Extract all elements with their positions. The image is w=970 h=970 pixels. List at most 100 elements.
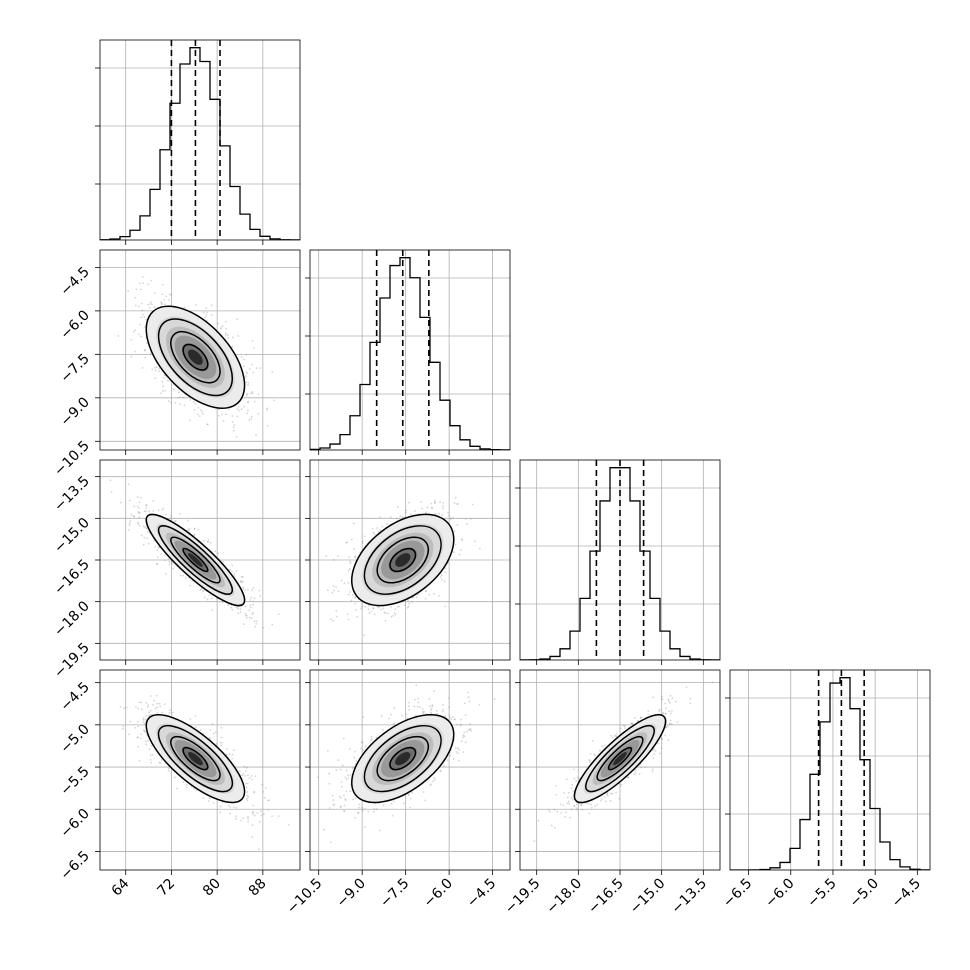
sample-point bbox=[654, 749, 657, 752]
sample-point bbox=[208, 797, 211, 799]
sample-point bbox=[154, 366, 156, 369]
sample-point bbox=[251, 778, 253, 781]
sample-point bbox=[178, 391, 180, 394]
sample-point bbox=[150, 279, 153, 282]
sample-point bbox=[385, 523, 388, 525]
sample-point bbox=[415, 596, 418, 599]
sample-point bbox=[287, 823, 290, 826]
sample-point bbox=[340, 579, 343, 582]
sample-point bbox=[449, 754, 452, 757]
sample-point bbox=[152, 510, 155, 512]
sample-point bbox=[361, 806, 364, 809]
sample-point bbox=[152, 703, 154, 706]
sample-point bbox=[442, 704, 444, 706]
sample-point bbox=[570, 787, 573, 790]
sample-point bbox=[150, 761, 153, 764]
sample-point bbox=[430, 783, 433, 786]
sample-point bbox=[128, 522, 131, 524]
sample-point bbox=[354, 596, 357, 598]
sample-point bbox=[388, 717, 390, 720]
axes-frame bbox=[99, 249, 301, 451]
sample-point bbox=[247, 401, 250, 404]
sample-point bbox=[449, 517, 452, 520]
sample-point bbox=[587, 802, 590, 805]
sample-point bbox=[149, 709, 152, 712]
sample-point bbox=[247, 400, 249, 403]
sample-point bbox=[341, 785, 343, 788]
sample-point bbox=[235, 435, 238, 438]
sample-point bbox=[157, 546, 160, 549]
sample-point bbox=[246, 392, 249, 395]
sample-point bbox=[439, 769, 442, 772]
sample-point bbox=[347, 593, 350, 596]
sample-point bbox=[252, 804, 255, 807]
sample-point bbox=[464, 741, 467, 744]
sample-point bbox=[261, 783, 264, 786]
sample-point bbox=[169, 293, 172, 296]
sample-point bbox=[458, 553, 461, 556]
sample-point bbox=[372, 607, 375, 609]
sample-point bbox=[660, 738, 663, 740]
sample-point bbox=[575, 780, 578, 782]
sample-point bbox=[150, 744, 153, 747]
sample-point bbox=[613, 735, 616, 737]
sample-point bbox=[421, 710, 424, 713]
sample-point bbox=[233, 806, 235, 809]
sample-point bbox=[168, 563, 171, 566]
sample-point bbox=[157, 556, 159, 558]
sample-point bbox=[209, 541, 212, 544]
sample-point bbox=[206, 311, 208, 314]
sample-point bbox=[569, 816, 572, 819]
sample-point bbox=[158, 370, 160, 373]
sample-point bbox=[414, 510, 416, 512]
sample-point bbox=[152, 499, 155, 502]
y-tick-label: −5.5 bbox=[57, 764, 92, 799]
sample-point bbox=[109, 479, 112, 482]
sample-point bbox=[232, 426, 235, 429]
sample-point bbox=[409, 806, 412, 809]
sample-point bbox=[631, 722, 633, 725]
sample-point bbox=[667, 698, 670, 701]
sample-point bbox=[568, 802, 570, 805]
sample-point bbox=[438, 512, 441, 515]
sample-point bbox=[387, 612, 390, 615]
sample-point bbox=[203, 539, 205, 542]
sample-point bbox=[251, 813, 254, 816]
sample-point bbox=[137, 745, 139, 748]
sample-point bbox=[157, 509, 160, 512]
sample-point bbox=[255, 434, 257, 436]
sample-point bbox=[258, 848, 260, 851]
sample-point bbox=[236, 408, 239, 410]
sample-point bbox=[350, 599, 353, 602]
contour-line bbox=[363, 525, 442, 595]
sample-point bbox=[354, 555, 357, 558]
sample-point bbox=[193, 528, 196, 530]
sample-point bbox=[158, 761, 161, 764]
sample-point bbox=[220, 326, 223, 329]
sample-point bbox=[361, 741, 364, 744]
contour-line bbox=[363, 724, 442, 793]
sample-point bbox=[469, 723, 471, 725]
sample-point bbox=[231, 753, 234, 756]
sample-point bbox=[183, 306, 186, 309]
sample-point bbox=[601, 745, 604, 747]
sample-point bbox=[360, 607, 362, 610]
sample-point bbox=[184, 577, 187, 580]
sample-point bbox=[471, 503, 474, 506]
sample-point bbox=[246, 791, 249, 793]
sample-point bbox=[609, 800, 612, 802]
sample-point bbox=[634, 769, 637, 772]
sample-point bbox=[422, 712, 424, 715]
sample-point bbox=[428, 698, 431, 700]
axes-frame bbox=[99, 669, 301, 871]
sample-point bbox=[404, 604, 407, 606]
sample-point bbox=[370, 738, 373, 740]
sample-point bbox=[214, 731, 217, 733]
sample-point bbox=[420, 501, 422, 504]
sample-point bbox=[137, 725, 139, 728]
sample-point bbox=[138, 507, 141, 509]
sample-point bbox=[335, 609, 338, 612]
sample-point bbox=[393, 722, 396, 724]
sample-point bbox=[396, 517, 399, 520]
sample-point bbox=[135, 288, 138, 291]
